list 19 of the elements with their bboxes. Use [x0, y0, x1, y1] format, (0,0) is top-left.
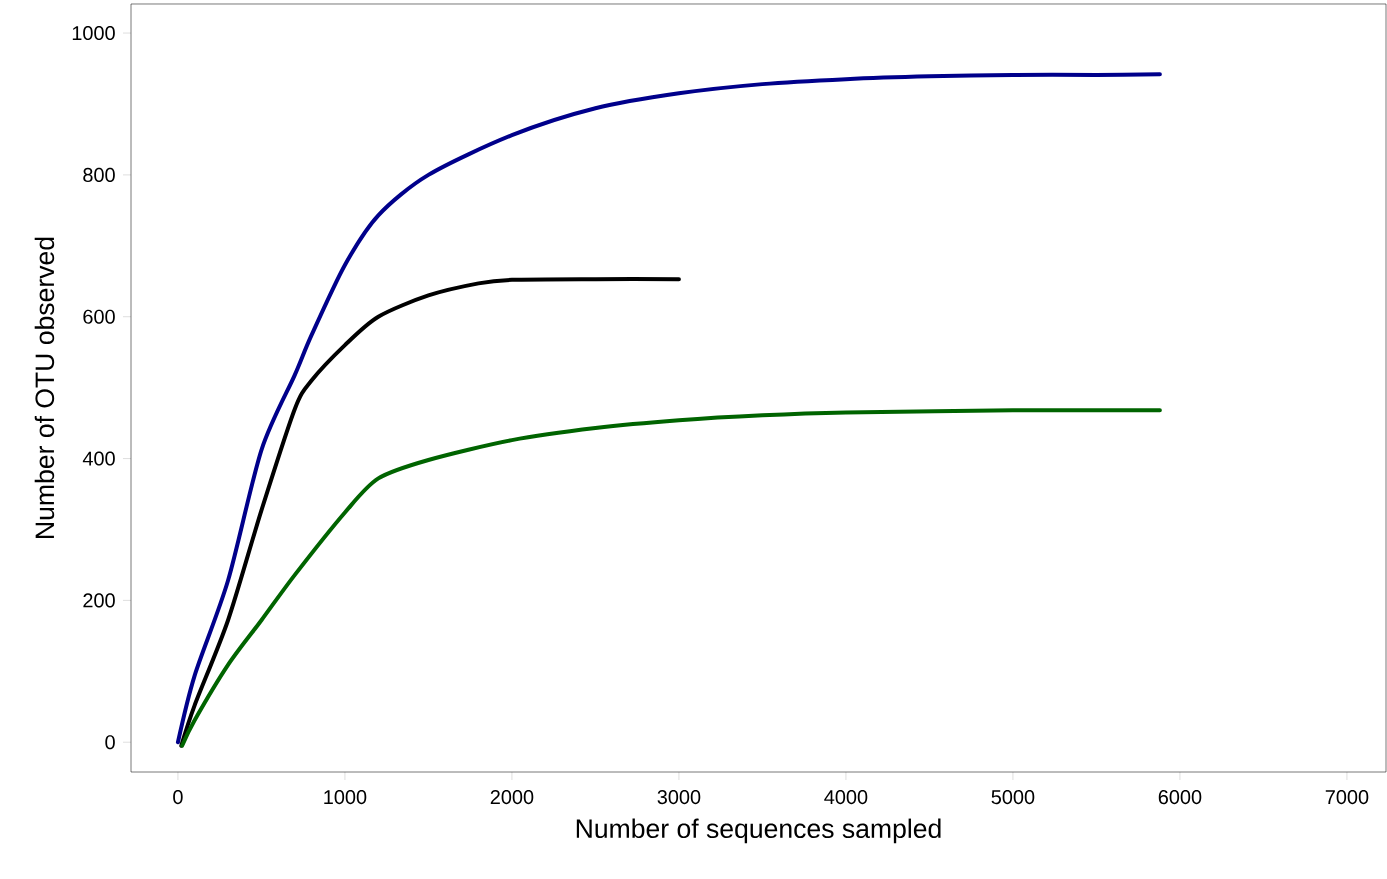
x-tick-label: 6000 — [1158, 790, 1202, 805]
x-tick-label: 4000 — [824, 790, 868, 805]
line-series — [180, 408, 1162, 748]
x-tick-label: 5000 — [991, 790, 1035, 805]
x-tick-label: 0 — [173, 790, 183, 805]
x-tick-label: 7000 — [1325, 790, 1369, 805]
x-tick-label: 2000 — [490, 790, 534, 805]
y-axis-title: Number of OTU observed — [34, 237, 55, 538]
y-tick-label: 600 — [83, 309, 115, 324]
x-tick-label: 1000 — [324, 790, 367, 805]
y-tick-label: 0 — [105, 735, 115, 750]
y-tick-label: 1000 — [72, 26, 115, 41]
y-tick-label: 800 — [83, 167, 115, 182]
y-tick-label: 400 — [82, 451, 115, 466]
line-series — [179, 277, 681, 748]
line-series — [175, 72, 1162, 745]
x-tick-label: 3000 — [657, 790, 701, 805]
y-tick-label: 200 — [83, 593, 115, 608]
x-axis-title: Number of sequences sampled — [576, 818, 941, 844]
